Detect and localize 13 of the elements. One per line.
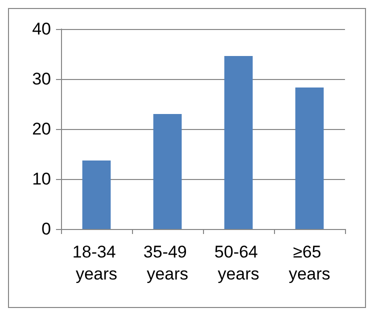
y-tick-label: 20 (32, 120, 51, 138)
x-tick-label: 50-64 years (214, 242, 263, 284)
y-tick-label: 0 (42, 220, 51, 238)
y-tick-label: 10 (32, 170, 51, 188)
y-tick-label: 30 (32, 70, 51, 88)
x-tick-label: 18-34 years (72, 242, 121, 284)
bar (153, 114, 182, 229)
x-tick-label: ≥65 years (288, 242, 330, 284)
bar (82, 160, 111, 229)
x-tick-label: 35-49 years (143, 242, 192, 284)
bar (295, 88, 324, 229)
bar (224, 56, 253, 229)
y-tick-label: 40 (32, 20, 51, 38)
